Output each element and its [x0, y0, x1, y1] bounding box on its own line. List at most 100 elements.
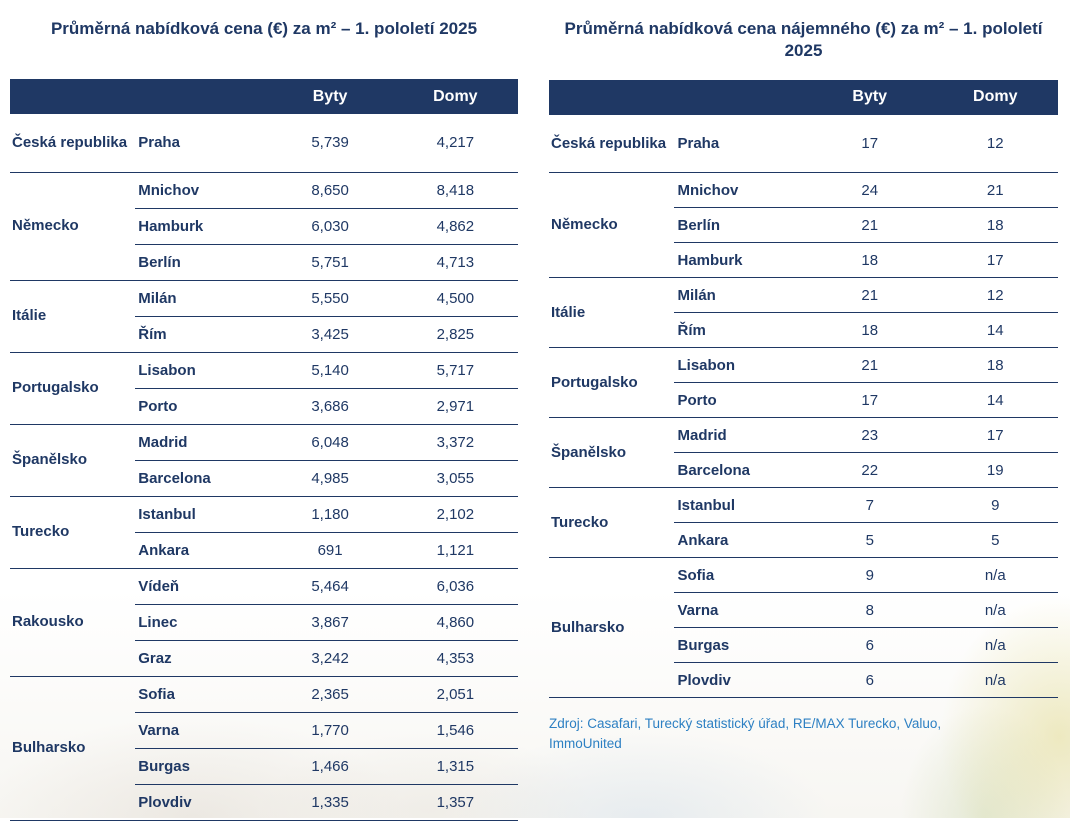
table-row: Německo Mnichov 8,650 8,418: [10, 171, 518, 280]
country-cell: Španělsko: [549, 417, 675, 488]
table-row: Turecko Istanbul 1,180 2,102: [10, 495, 518, 568]
table-row: Ankara 5 5: [549, 522, 1058, 558]
byty-value: 3,867: [267, 603, 393, 640]
city-cell: Lisabon: [674, 347, 807, 383]
table-row: Barcelona 22 19: [549, 452, 1058, 488]
byty-value: 18: [807, 242, 933, 278]
domy-value: n/a: [932, 592, 1058, 628]
country-cell: Česká republika: [12, 133, 128, 151]
table-row: Řím 3,425 2,825: [10, 315, 518, 352]
header-spacer: [10, 79, 136, 114]
domy-value: n/a: [932, 557, 1058, 593]
country-cell: Turecko: [10, 495, 136, 568]
city-cell: Hamburk: [674, 242, 807, 278]
domy-value: 1,357: [392, 783, 518, 820]
country-cell: Turecko: [549, 487, 675, 558]
domy-value: 2,825: [392, 315, 518, 352]
byty-value: 4,985: [267, 459, 393, 496]
byty-value: 1,335: [267, 783, 393, 820]
column-header-domy: Domy: [392, 79, 518, 114]
byty-value: 6: [807, 627, 933, 663]
table-row: Španělsko Madrid 23 17: [549, 417, 1058, 488]
offer-price-panel: Průměrná nabídková cena (€) za m² – 1. p…: [10, 12, 518, 821]
domy-value: 12: [932, 277, 1058, 313]
table-row: Turecko Istanbul 7 9: [549, 487, 1058, 558]
header-row: Byty Domy: [10, 79, 518, 114]
byty-value: 5: [807, 522, 933, 558]
table-row: Rakousko Vídeň 5,464 6,036: [10, 567, 518, 676]
domy-value: 1,121: [392, 531, 518, 568]
byty-value: 1,466: [267, 747, 393, 784]
header-spacer: [674, 79, 807, 115]
table-row: Barcelona 4,985 3,055: [10, 459, 518, 496]
table-row: Německo Mnichov 24 21: [549, 172, 1058, 278]
byty-value: 3,425: [267, 315, 393, 352]
table-row: Varna 8 n/a: [549, 592, 1058, 628]
byty-value: 2,365: [267, 675, 393, 712]
table-row: Porto 17 14: [549, 382, 1058, 418]
byty-value: 3,242: [267, 639, 393, 676]
country-cell: Itálie: [549, 277, 675, 348]
table-row: Berlín 5,751 4,713: [10, 243, 518, 280]
domy-value: 3,055: [392, 459, 518, 496]
byty-value: 22: [807, 452, 933, 488]
country-cell: Bulharsko: [10, 675, 136, 820]
table-row: Itálie Milán 21 12: [549, 277, 1058, 348]
domy-value: 4,217: [436, 134, 475, 152]
city-cell: Madrid: [135, 423, 268, 460]
city-cell: Berlín: [135, 243, 268, 280]
byty-value: 17: [807, 382, 933, 418]
domy-value: 12: [986, 135, 1004, 153]
rent-price-panel: Průměrná nabídková cena nájemného (€) za…: [549, 12, 1058, 754]
table-row: Česká republika Praha 5,739 4,217: [10, 114, 518, 172]
country-cell: Německo: [10, 171, 136, 280]
country-cell: Itálie: [10, 279, 136, 352]
domy-value: n/a: [932, 662, 1058, 698]
city-cell: Ankara: [674, 522, 807, 558]
city-cell: Řím: [135, 315, 268, 352]
byty-value: 21: [807, 277, 933, 313]
domy-value: 1,315: [392, 747, 518, 784]
domy-value: 8,418: [392, 171, 518, 208]
city-cell: Graz: [135, 639, 268, 676]
city-cell: Mnichov: [135, 171, 268, 208]
city-cell: Porto: [674, 382, 807, 418]
city-cell: Praha: [677, 135, 720, 153]
city-cell: Řím: [674, 312, 807, 348]
column-header-domy: Domy: [932, 79, 1058, 115]
city-cell: Istanbul: [135, 495, 268, 532]
domy-value: 4,860: [392, 603, 518, 640]
domy-value: 1,546: [392, 711, 518, 748]
table-row: Varna 1,770 1,546: [10, 711, 518, 748]
offer-price-table: Byty Domy Česká republika Praha 5,739 4,…: [10, 79, 518, 821]
domy-value: 3,372: [392, 423, 518, 460]
city-cell: Vídeň: [135, 567, 268, 604]
byty-value: 8,650: [267, 171, 393, 208]
city-cell: Mnichov: [674, 172, 807, 208]
byty-value: 8: [807, 592, 933, 628]
byty-value: 21: [807, 207, 933, 243]
header-row: Byty Domy: [549, 79, 1058, 115]
table-row: Graz 3,242 4,353: [10, 639, 518, 676]
table-row: Itálie Milán 5,550 4,500: [10, 279, 518, 352]
city-cell: Sofia: [674, 557, 807, 593]
domy-value: 4,500: [392, 279, 518, 316]
city-cell: Porto: [135, 387, 268, 424]
city-cell: Sofia: [135, 675, 268, 712]
city-cell: Praha: [138, 134, 180, 152]
domy-value: n/a: [932, 627, 1058, 663]
byty-value: 6,048: [267, 423, 393, 460]
domy-value: 5: [932, 522, 1058, 558]
country-cell: Bulharsko: [549, 557, 675, 698]
column-header-byty: Byty: [807, 79, 933, 115]
table-row: Linec 3,867 4,860: [10, 603, 518, 640]
domy-value: 19: [932, 452, 1058, 488]
table-row: Bulharsko Sofia 9 n/a: [549, 557, 1058, 698]
table-row: Burgas 6 n/a: [549, 627, 1058, 663]
source-note: Zdroj: Casafari, Turecký statistický úřa…: [549, 716, 942, 751]
domy-value: 2,102: [392, 495, 518, 532]
city-cell: Lisabon: [135, 351, 268, 388]
city-cell: Barcelona: [674, 452, 807, 488]
city-cell: Istanbul: [674, 487, 807, 523]
city-cell: Varna: [674, 592, 807, 628]
